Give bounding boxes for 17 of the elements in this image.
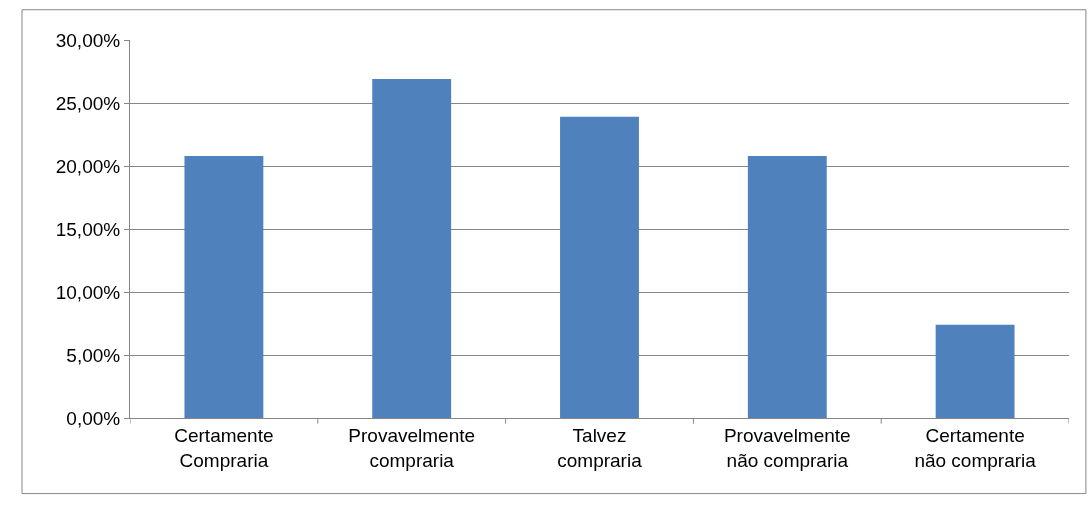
y-tick-label: 30,00%	[55, 29, 121, 51]
bar	[747, 155, 827, 418]
x-tick-label: Talvez compraria	[557, 424, 643, 471]
y-tick-label: 10,00%	[55, 281, 121, 303]
y-tick-label: 0,00%	[66, 407, 121, 429]
y-tick-label: 5,00%	[66, 344, 121, 366]
bar	[372, 79, 452, 418]
y-tick-label: 25,00%	[55, 92, 121, 114]
bar	[184, 155, 264, 418]
x-tick-label: Certamente não compraria	[914, 424, 1037, 471]
bar	[560, 116, 639, 418]
y-tick-label: 15,00%	[55, 218, 121, 240]
x-tick-label: Certamente Compraria	[174, 424, 274, 471]
y-tick-label: 20,00%	[55, 155, 121, 177]
x-tick-label: Provavelmente compraria	[348, 424, 476, 471]
bar	[935, 324, 1015, 418]
x-tick-label: Provavelmente não compraria	[723, 424, 851, 471]
